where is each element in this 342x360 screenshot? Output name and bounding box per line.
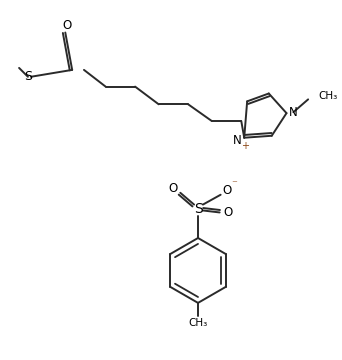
Text: O: O [169,183,178,195]
Text: O: O [222,184,231,197]
Text: S: S [24,70,32,83]
Text: O: O [63,19,72,32]
Text: +: + [241,141,249,150]
Text: O: O [223,206,232,219]
Text: N: N [289,106,298,119]
Text: CH₃: CH₃ [188,318,208,328]
Text: N: N [233,134,242,147]
Text: ⁻: ⁻ [232,179,237,189]
Text: CH₃: CH₃ [318,91,337,102]
Text: S: S [194,202,202,216]
